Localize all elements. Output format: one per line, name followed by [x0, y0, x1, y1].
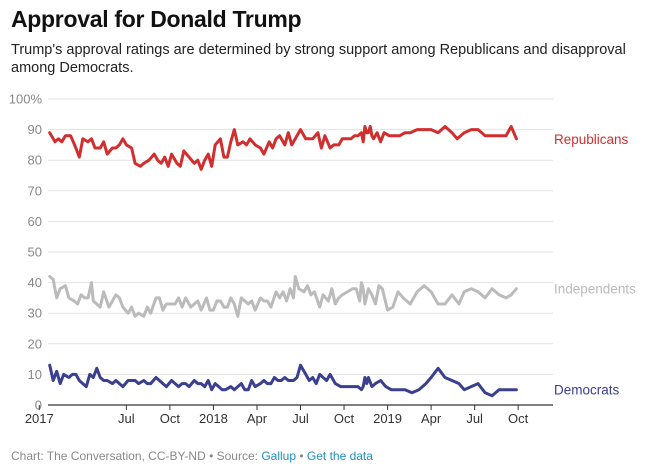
- credit-text: Chart: The Conversation, CC-BY-ND: [11, 449, 206, 463]
- series-line-democrats: [48, 363, 518, 398]
- series-label-democrats: Democrats: [554, 383, 620, 398]
- x-tick-label: Jul: [292, 411, 309, 426]
- x-tick-label: Oct: [334, 411, 355, 426]
- y-tick-label: 60: [28, 214, 42, 229]
- y-tick-label: 0: [35, 398, 42, 413]
- y-tick-label: 30: [28, 306, 42, 321]
- x-tick-label: Oct: [508, 411, 529, 426]
- y-tick-label: 50: [28, 245, 42, 260]
- source-link[interactable]: Gallup: [261, 449, 297, 463]
- x-tick-label: 2017: [25, 411, 54, 426]
- series-line-independents: [48, 275, 518, 318]
- series-label-republicans: Republicans: [554, 132, 629, 147]
- x-tick-label: Apr: [247, 411, 268, 426]
- series-label-independents: Independents: [554, 282, 636, 297]
- y-tick-label: 10: [28, 367, 42, 382]
- x-tick-label: Oct: [160, 411, 181, 426]
- get-data-link[interactable]: Get the data: [306, 449, 373, 463]
- series-line-republicans: [48, 125, 518, 171]
- y-tick-label: 40: [28, 275, 42, 290]
- chart-title: Approval for Donald Trump: [11, 6, 302, 32]
- chart-footer: Chart: The Conversation, CC-BY-ND • Sour…: [11, 449, 373, 463]
- footer-separator: •: [296, 449, 307, 463]
- x-tick-label: 2018: [199, 411, 228, 426]
- chart-subtitle: Trump's approval ratings are determined …: [11, 42, 626, 76]
- y-tick-label: 90: [28, 122, 42, 137]
- y-tick-label: 70: [28, 183, 42, 198]
- source-label: Source:: [216, 449, 262, 463]
- y-tick-label: 20: [28, 336, 42, 351]
- footer-separator: •: [205, 449, 217, 463]
- y-tick-label: 80: [28, 153, 42, 168]
- x-tick-label: Apr: [421, 411, 442, 426]
- y-tick-label: 100%: [9, 92, 43, 107]
- x-tick-label: Jul: [118, 411, 135, 426]
- x-tick-label: 2019: [373, 411, 402, 426]
- x-tick-label: Jul: [466, 411, 483, 426]
